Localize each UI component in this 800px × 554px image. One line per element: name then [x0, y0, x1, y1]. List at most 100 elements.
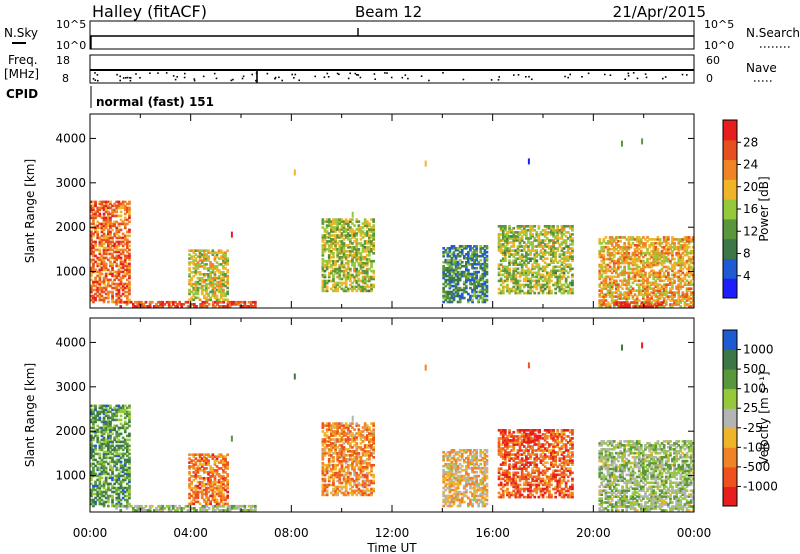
data-cell: [662, 251, 666, 255]
data-cell: [508, 259, 511, 262]
data-cell: [115, 480, 119, 484]
data-cell: [115, 492, 119, 496]
data-cell: [689, 261, 693, 265]
data-cell: [560, 243, 564, 246]
data-cell: [203, 471, 206, 474]
data-cell: [598, 289, 602, 292]
data-cell: [249, 507, 253, 510]
data-cell: [533, 237, 537, 240]
data-cell: [340, 263, 344, 267]
data-cell: [96, 466, 100, 470]
data-cell: [531, 229, 534, 232]
data-cell: [123, 460, 127, 464]
data-cell: [569, 263, 572, 266]
data-cell: [531, 273, 534, 277]
data-cell: [560, 277, 564, 281]
data-cell: [196, 263, 200, 266]
data-cell: [642, 244, 645, 247]
data-cell: [485, 288, 489, 292]
data-cell: [571, 227, 574, 230]
data-cell: [608, 291, 612, 294]
data-cell: [444, 278, 448, 282]
data-cell: [681, 279, 685, 283]
data-cell: [479, 282, 483, 286]
data-cell: [671, 277, 674, 281]
data-cell: [560, 291, 564, 295]
data-cell: [102, 466, 106, 470]
data-cell: [662, 257, 666, 261]
data-cell: [205, 482, 208, 486]
data-cell: [119, 406, 123, 410]
data-cell: [689, 249, 693, 253]
data-cell: [211, 265, 215, 268]
data-cell: [671, 281, 674, 285]
data-cell: [667, 283, 670, 286]
data-cell: [637, 259, 641, 263]
data-cell: [552, 249, 555, 252]
data-cell: [136, 303, 139, 306]
data-cell: [514, 231, 518, 234]
data-cell: [109, 436, 112, 440]
data-cell: [207, 459, 210, 462]
data-cell: [571, 247, 574, 250]
data-cell: [203, 257, 206, 260]
data-cell: [529, 281, 532, 285]
data-cell: [117, 478, 121, 482]
data-cell: [98, 484, 102, 488]
data-cell: [662, 271, 666, 275]
data-cell: [213, 469, 217, 472]
data-cell: [606, 303, 610, 306]
data-cell: [119, 456, 123, 460]
data-cell: [564, 245, 568, 248]
data-cell: [560, 285, 564, 289]
data-cell: [188, 509, 192, 512]
data-cell: [467, 245, 470, 248]
data-cell: [361, 281, 365, 285]
data-cell: [94, 406, 97, 410]
data-cell: [126, 208, 129, 212]
data-cell: [556, 269, 560, 273]
data-cell: [217, 249, 221, 252]
data-cell: [209, 296, 212, 300]
data-cell: [90, 298, 93, 302]
data-cell: [518, 239, 522, 242]
data-cell: [192, 294, 196, 298]
data-cell: [98, 202, 102, 206]
data-cell: [100, 464, 104, 468]
data-cell: [359, 238, 363, 241]
data-cell: [119, 490, 123, 494]
data-cell: [475, 270, 478, 274]
data-cell: [344, 228, 348, 231]
data-cell: [90, 482, 93, 486]
data-cell: [370, 275, 373, 279]
data-cell: [518, 243, 522, 246]
data-cell: [123, 416, 127, 420]
data-cell: [639, 279, 643, 283]
data-cell: [673, 265, 676, 269]
data-cell: [209, 276, 212, 280]
data-cell: [691, 303, 695, 306]
data-cell: [113, 246, 116, 250]
data-cell: [644, 251, 647, 255]
data-cell: [104, 440, 108, 444]
data-cell: [196, 500, 200, 504]
data-cell: [501, 273, 505, 277]
data-cell: [109, 450, 112, 454]
data-cell: [654, 257, 658, 261]
nave-dot: [125, 77, 127, 79]
data-cell: [687, 303, 691, 306]
data-cell: [615, 279, 618, 283]
data-cell: [527, 267, 530, 271]
data-cell: [497, 239, 501, 242]
data-cell: [539, 267, 543, 271]
data-cell: [230, 504, 234, 508]
data-cell: [321, 265, 325, 269]
data-cell: [541, 253, 545, 256]
data-cell: [452, 245, 456, 248]
data-cell: [344, 283, 348, 287]
data-cell: [148, 504, 152, 508]
data-cell: [483, 245, 487, 248]
data-cell: [444, 294, 448, 298]
nave-dot: [183, 76, 186, 79]
data-cell: [485, 247, 489, 250]
